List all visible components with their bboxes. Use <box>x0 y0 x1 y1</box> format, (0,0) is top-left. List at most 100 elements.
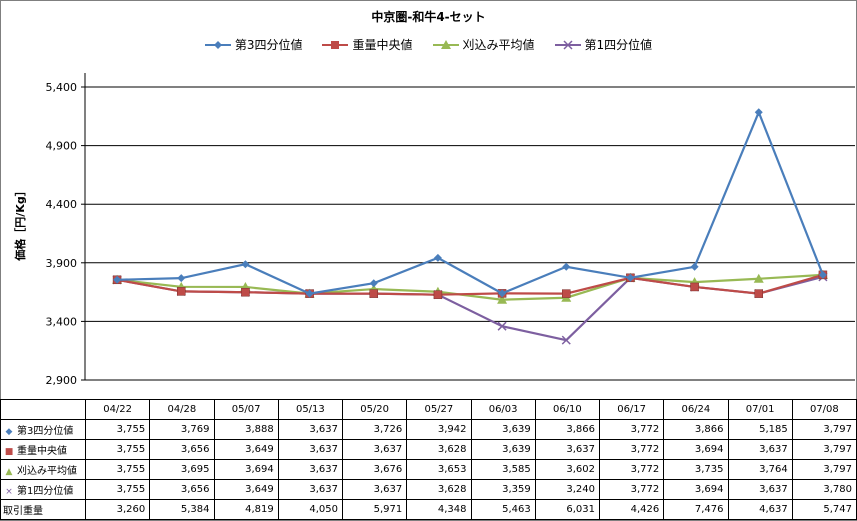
table-cell: 3,797 <box>791 459 857 480</box>
y-tick-label: 3,400 <box>46 315 78 328</box>
y-tick-label: 2,900 <box>46 374 78 387</box>
table-cell: 4,050 <box>277 499 344 520</box>
table-cell: 3,866 <box>534 419 601 440</box>
table-cell: 3,755 <box>84 419 151 440</box>
table-cell: 3,637 <box>727 479 793 500</box>
table-cell: 4,819 <box>213 499 279 520</box>
legend-label: 第1四分位値 <box>584 38 653 52</box>
row-label: ◆ 第3四分位値 <box>0 419 86 440</box>
x-tick-label: 05/07 <box>213 399 279 420</box>
row-label: ■ 重量中央値 <box>0 439 86 460</box>
table-cell: 3,695 <box>149 459 215 480</box>
square-marker-icon: ■ <box>4 447 14 457</box>
legend-marker-icon <box>322 40 349 49</box>
table-cell: 3,755 <box>84 479 151 500</box>
table-cell: 3,240 <box>534 479 601 500</box>
table-cell: 3,780 <box>791 479 857 500</box>
data-point <box>754 289 763 298</box>
table-cell: 3,735 <box>663 459 729 480</box>
triangle-marker-icon: ▲ <box>5 467 13 477</box>
table-cell: 3,637 <box>341 479 408 500</box>
table-cell: 3,639 <box>470 439 536 460</box>
data-point <box>241 260 250 269</box>
table-cell: 5,971 <box>341 499 408 520</box>
x-tick-label: 06/03 <box>470 399 536 420</box>
table-cell: 3,637 <box>277 419 344 440</box>
data-point <box>113 275 122 284</box>
table-cell: 3,797 <box>791 419 857 440</box>
table-cell: 3,772 <box>598 459 665 480</box>
x-tick-label: 04/22 <box>84 399 151 420</box>
data-point <box>433 290 443 299</box>
table-cell: 7,476 <box>663 499 729 520</box>
y-tick-label: 3,900 <box>46 257 78 270</box>
table-cell: 5,463 <box>470 499 536 520</box>
x-tick-label: 05/20 <box>341 399 408 420</box>
table-row: ◆ 第3四分位値 3,755 3,769 3,888 3,637 3,726 3,942 3,6… <box>0 419 857 440</box>
legend-item: 第1四分位値 <box>554 36 653 53</box>
table-corner-cell <box>0 399 86 420</box>
x-tick-label: 06/24 <box>663 399 729 420</box>
table-row: ▲ 刈込み平均値 3,755 3,695 3,694 3,637 3,676 3,653 3,5… <box>0 459 857 480</box>
table-cell: 3,602 <box>534 459 601 480</box>
x-marker-icon: × <box>5 487 13 497</box>
table-cell: 3,637 <box>277 479 344 500</box>
plot-area: 2,900 3,400 3,900 4,400 4,900 5,400 <box>46 73 855 387</box>
table-cell: 3,942 <box>406 419 472 440</box>
data-point <box>562 289 571 298</box>
data-point <box>690 282 699 292</box>
series-line <box>116 273 823 301</box>
table-cell: 3,653 <box>406 459 472 480</box>
legend-item: 重量中央値 <box>322 36 413 53</box>
x-tick-label: 06/17 <box>598 399 665 420</box>
table-cell: 3,694 <box>663 439 729 460</box>
table-cell: 3,769 <box>149 419 215 440</box>
data-point <box>690 262 699 271</box>
table-cell: 3,866 <box>663 419 729 440</box>
table-cell: 5,185 <box>727 419 793 440</box>
table-cell: 4,637 <box>727 499 793 520</box>
legend-marker-icon <box>554 39 581 50</box>
table-cell: 3,676 <box>341 459 408 480</box>
legend-item: 第3四分位値 <box>204 36 302 53</box>
table-cell: 3,797 <box>791 439 857 460</box>
y-tick-label: 5,400 <box>46 81 78 94</box>
data-point <box>241 287 250 297</box>
data-point <box>498 289 507 298</box>
data-table: 04/22 04/28 05/07 05/13 05/20 05/27 06/03 06/10… <box>0 399 857 520</box>
legend-label: 重量中央値 <box>352 38 413 52</box>
table-cell: 3,628 <box>406 479 472 500</box>
table-cell: 3,755 <box>84 459 151 480</box>
table-cell: 3,772 <box>598 439 665 460</box>
table-cell: 4,348 <box>406 499 472 520</box>
legend-marker-icon <box>204 40 231 49</box>
x-tick-label: 05/13 <box>277 399 344 420</box>
series-line <box>117 109 824 295</box>
legend-label: 刈込み平均値 <box>462 38 535 52</box>
data-point <box>369 289 378 298</box>
data-point <box>369 279 378 288</box>
table-cell: 3,694 <box>213 459 279 480</box>
table-cell: 3,694 <box>663 479 729 500</box>
table-row: ■ 重量中央値 3,755 3,656 3,649 3,637 3,637 3,628 3,63… <box>0 439 857 460</box>
data-point <box>626 273 635 282</box>
diamond-marker-icon: ◆ <box>5 427 13 437</box>
data-point <box>754 108 763 117</box>
x-tick-label: 07/01 <box>727 399 793 420</box>
table-cell: 3,755 <box>84 439 151 460</box>
table-cell: 3,764 <box>727 459 793 480</box>
table-cell: 5,384 <box>149 499 215 520</box>
y-tick-label: 4,400 <box>46 198 78 211</box>
table-cell: 3,888 <box>213 419 279 440</box>
row-label: × 第1四分位値 <box>0 479 86 500</box>
series-line <box>116 273 824 296</box>
x-tick-label: 04/28 <box>149 399 215 420</box>
table-cell: 3,726 <box>341 419 408 440</box>
table-cell: 3,637 <box>277 459 344 480</box>
table-cell: 4,426 <box>598 499 665 520</box>
table-cell: 3,637 <box>534 439 601 460</box>
x-tick-label: 06/10 <box>534 399 601 420</box>
y-tick-label: 4,900 <box>46 140 78 153</box>
data-point <box>562 262 571 271</box>
table-row: × 第1四分位値 3,755 3,656 3,649 3,637 3,637 3,628 3,3… <box>0 479 857 500</box>
